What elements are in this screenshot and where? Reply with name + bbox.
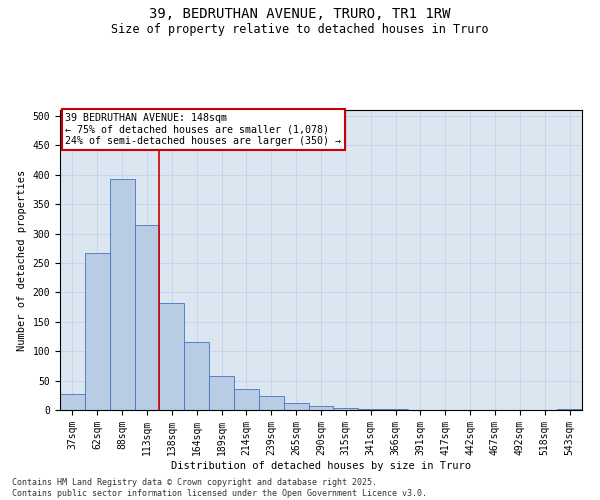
X-axis label: Distribution of detached houses by size in Truro: Distribution of detached houses by size …: [171, 460, 471, 470]
Text: Size of property relative to detached houses in Truro: Size of property relative to detached ho…: [111, 22, 489, 36]
Text: Contains HM Land Registry data © Crown copyright and database right 2025.
Contai: Contains HM Land Registry data © Crown c…: [12, 478, 427, 498]
Bar: [160, 303, 184, 410]
Bar: [85, 253, 110, 410]
Bar: [234, 390, 259, 410]
Bar: [110, 179, 134, 410]
Text: 39, BEDRUTHAN AVENUE, TRURO, TR1 1RW: 39, BEDRUTHAN AVENUE, TRURO, TR1 1RW: [149, 8, 451, 22]
Bar: [334, 408, 358, 410]
Bar: [60, 394, 85, 410]
Bar: [259, 396, 284, 410]
Bar: [308, 406, 334, 410]
Bar: [209, 376, 234, 410]
Bar: [134, 224, 160, 410]
Bar: [184, 342, 209, 410]
Text: 39 BEDRUTHAN AVENUE: 148sqm
← 75% of detached houses are smaller (1,078)
24% of : 39 BEDRUTHAN AVENUE: 148sqm ← 75% of det…: [65, 113, 341, 146]
Bar: [557, 409, 582, 410]
Bar: [284, 403, 308, 410]
Y-axis label: Number of detached properties: Number of detached properties: [17, 170, 27, 350]
